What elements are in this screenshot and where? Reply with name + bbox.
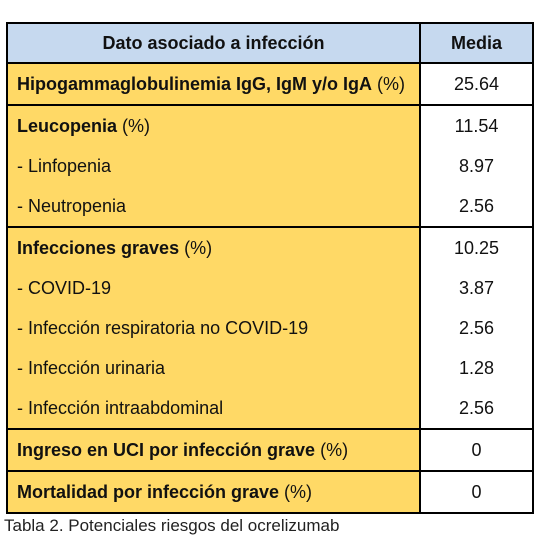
header-row: Dato asociado a infección Media: [6, 22, 534, 64]
row-label-cell: Ingreso en UCI por infección grave (%): [6, 428, 421, 472]
table-row: Infecciones graves (%) - COVID-19 - Infecc…: [6, 226, 534, 430]
row-label-text: - COVID-19: [17, 277, 112, 298]
row-label-cell: Mortalidad por infección grave (%): [6, 470, 421, 514]
row-label-text: - Linfopenia: [17, 155, 112, 176]
row-label: Ingreso en UCI por infección grave (%): [17, 430, 419, 470]
table-caption: Tabla 2. Potenciales riesgos del ocreliz…: [4, 516, 340, 535]
row-label: - Linfopenia: [17, 146, 419, 186]
row-value: 1.28: [458, 357, 495, 378]
row-label-cell: Hipogammaglobulinemia IgG, IgM y/o IgA (…: [6, 62, 421, 106]
risk-table: Dato asociado a infección Media Hipogamm…: [6, 22, 534, 514]
row-value: 2.56: [458, 317, 495, 338]
row-label-bold: Hipogammaglobulinemia IgG, IgM y/o IgA: [17, 73, 373, 94]
row-label-bold: Mortalidad por infección grave: [17, 481, 280, 502]
row-label: Hipogammaglobulinemia IgG, IgM y/o IgA (…: [17, 64, 419, 104]
row-value-cell: 0: [419, 428, 534, 472]
row-value: 2.56: [458, 195, 495, 216]
row-label: - Infección respiratoria no COVID-19: [17, 308, 419, 348]
row-value-cell: 11.54 8.97 2.56: [419, 104, 534, 228]
row-label-bold: Infecciones graves: [17, 237, 180, 258]
row-label-text: (%): [179, 237, 213, 258]
row-label: - COVID-19: [17, 268, 419, 308]
row-label-text: (%): [117, 115, 151, 136]
row-value: 11.54: [454, 115, 499, 136]
row-value: 8.97: [458, 155, 495, 176]
table-row: Ingreso en UCI por infección grave (%) 0: [6, 428, 534, 472]
table-row: Hipogammaglobulinemia IgG, IgM y/o IgA (…: [6, 62, 534, 106]
row-value: 0: [471, 439, 482, 460]
table-body: Hipogammaglobulinemia IgG, IgM y/o IgA (…: [6, 62, 534, 514]
table-row: Leucopenia (%) - Linfopenia - Neutropenia 1…: [6, 104, 534, 228]
row-label: Leucopenia (%): [17, 106, 419, 146]
row-label-text: (%): [279, 481, 313, 502]
table-row: Mortalidad por infección grave (%) 0: [6, 470, 534, 514]
row-label: - Infección intraabdominal: [17, 388, 419, 428]
row-value: 25.64: [453, 73, 500, 94]
row-value-cell: 0: [419, 470, 534, 514]
row-value: 10.25: [453, 237, 500, 258]
row-value: 3.87: [458, 277, 495, 298]
header-value: Media: [419, 22, 534, 64]
row-label-cell: Infecciones graves (%) - COVID-19 - Infecc…: [6, 226, 421, 430]
row-label-bold: Leucopenia: [17, 115, 118, 136]
row-value: 2.56: [458, 397, 495, 418]
row-value: 0: [471, 481, 482, 502]
row-label-bold: Ingreso en UCI por infección grave: [17, 439, 316, 460]
row-label: - Infección urinaria: [17, 348, 419, 388]
row-value-cell: 25.64: [419, 62, 534, 106]
row-label-text: - Infección urinaria: [17, 357, 166, 378]
row-label: - Neutropenia: [17, 186, 419, 226]
row-label-cell: Leucopenia (%) - Linfopenia - Neutropenia: [6, 104, 421, 228]
row-label: Infecciones graves (%): [17, 228, 419, 268]
row-label-text: - Neutropenia: [17, 195, 127, 216]
row-value-cell: 10.25 3.87 2.56 1.28 2.56: [419, 226, 534, 430]
risk-table-container: Dato asociado a infección Media Hipogamm…: [6, 22, 534, 514]
row-label-text: - Infección intraabdominal: [17, 397, 224, 418]
row-label-text: (%): [372, 73, 406, 94]
row-label-text: - Infección respiratoria no COVID-19: [17, 317, 309, 338]
row-label: Mortalidad por infección grave (%): [17, 472, 419, 512]
header-label: Dato asociado a infección: [6, 22, 421, 64]
row-label-text: (%): [315, 439, 349, 460]
